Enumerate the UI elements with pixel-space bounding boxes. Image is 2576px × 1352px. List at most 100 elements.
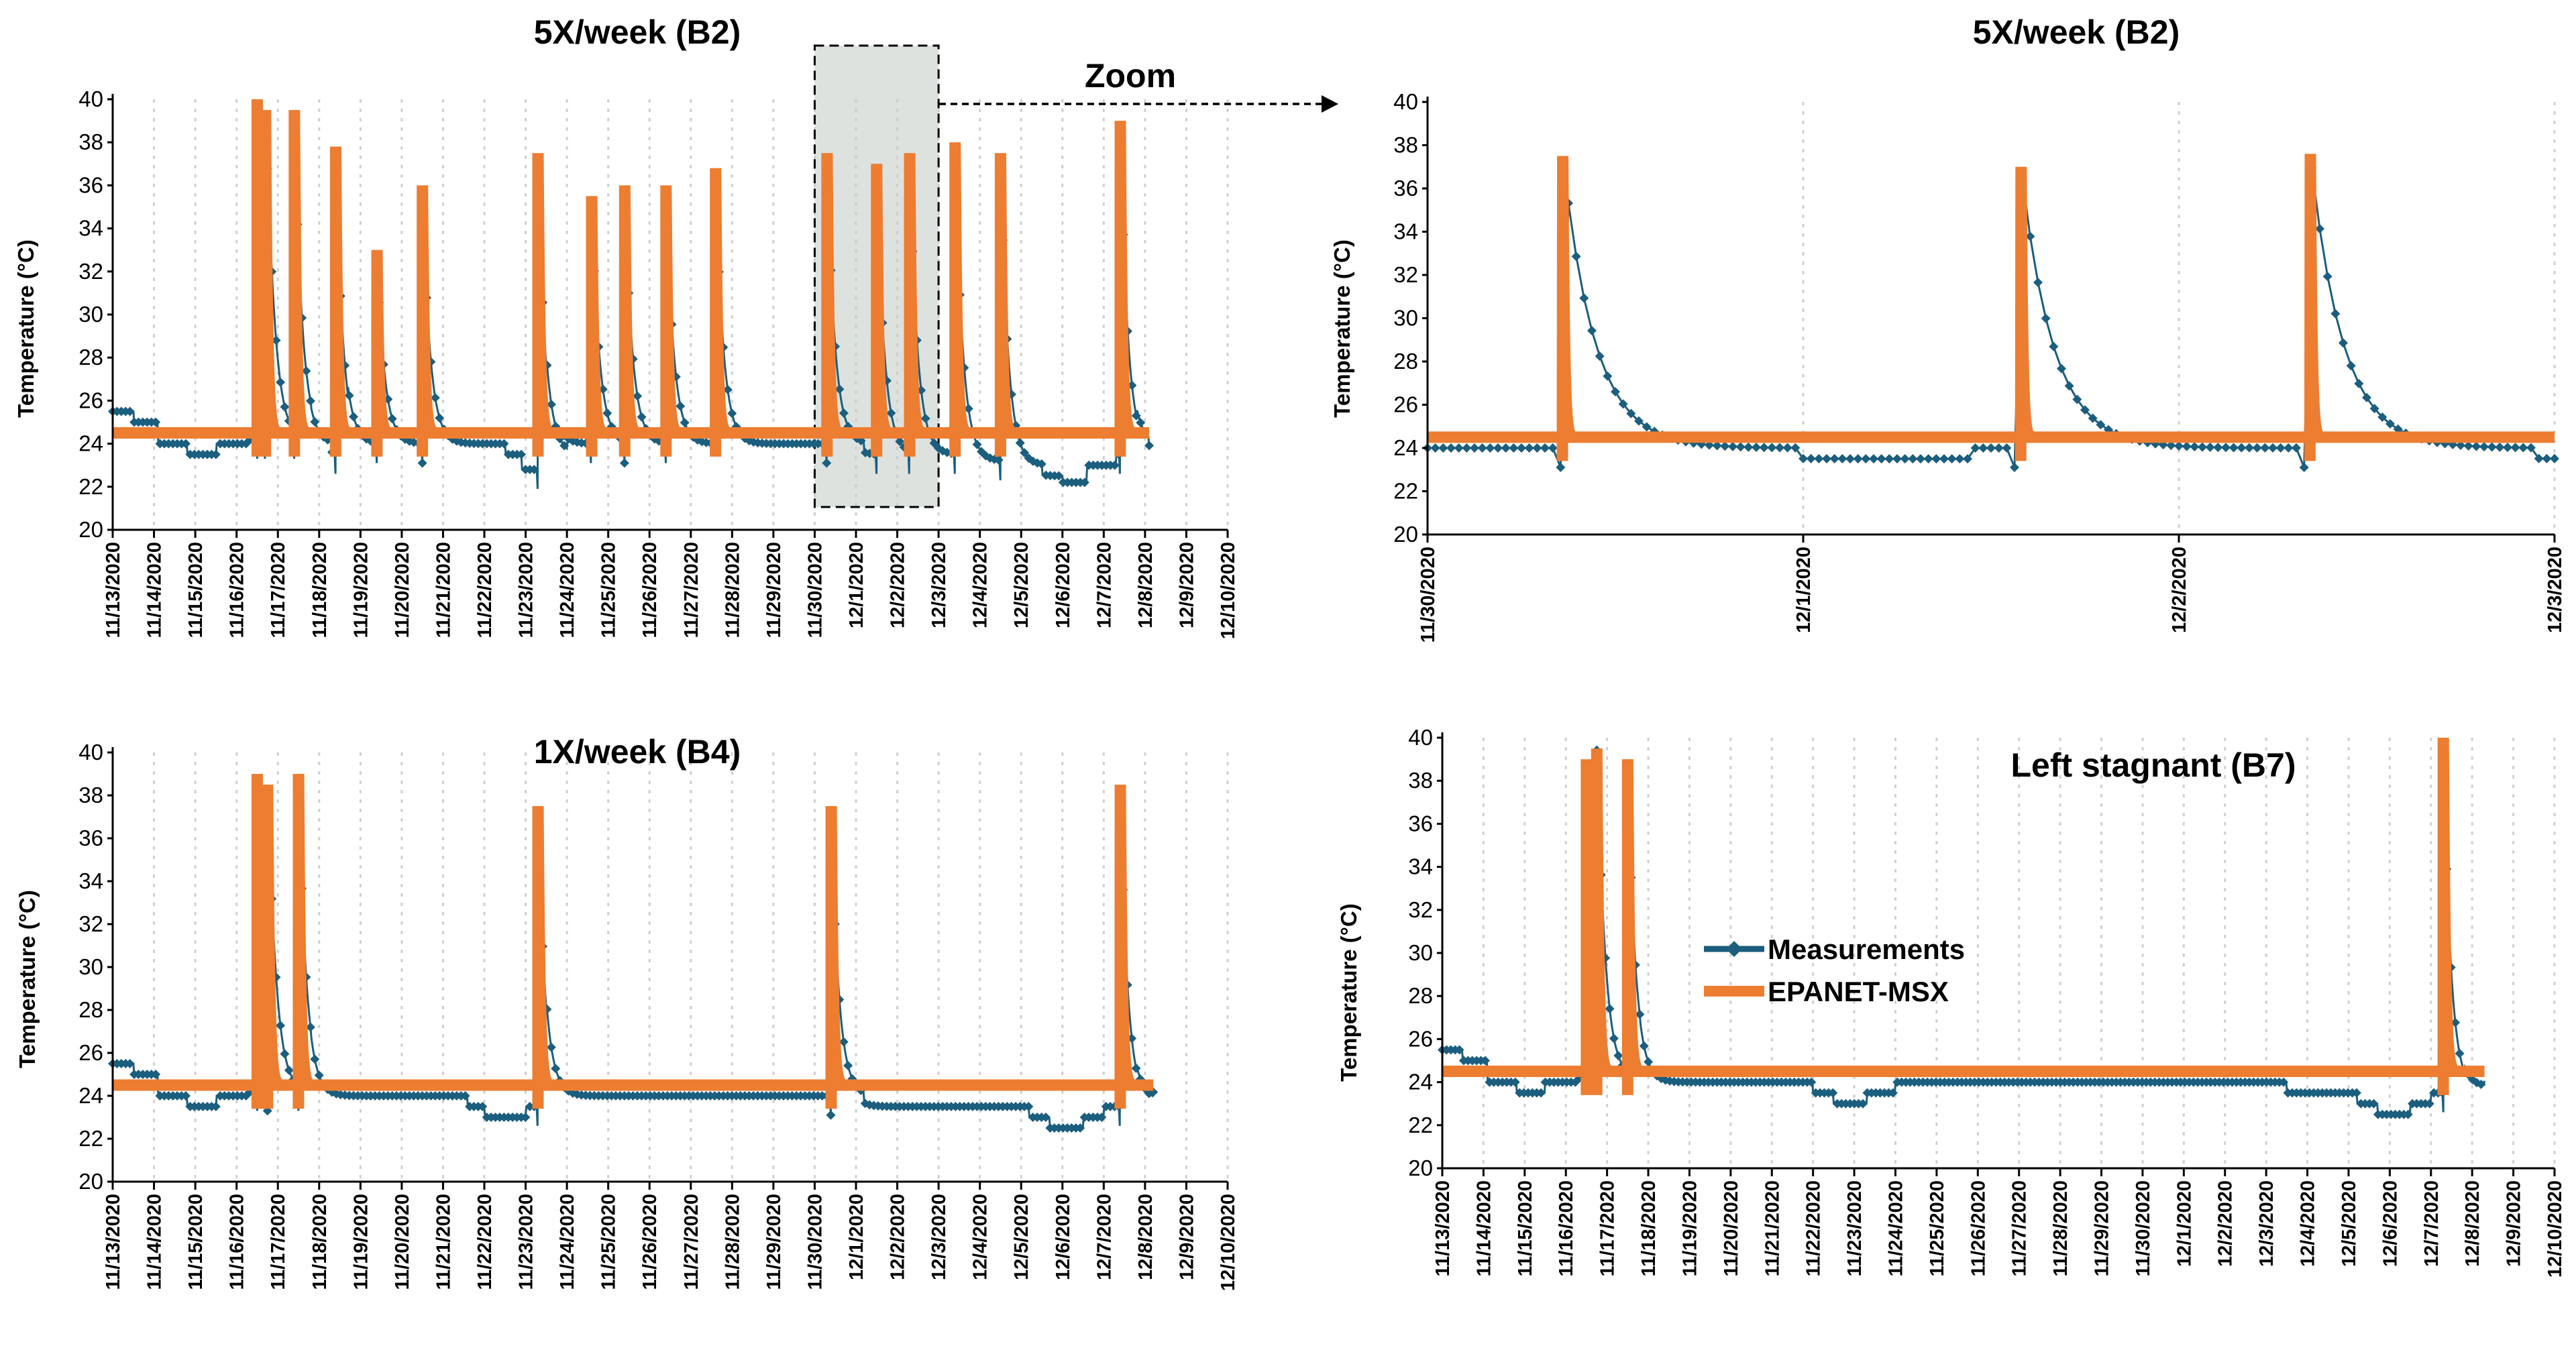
measurement-point (1752, 442, 1761, 452)
y-tick-label: 22 (78, 474, 103, 499)
measurement-point (2190, 442, 2200, 452)
x-tick-label: 11/21/2020 (433, 1194, 454, 1290)
x-tick-label: 12/7/2020 (2421, 1180, 2443, 1267)
measurement-point (1075, 1123, 1085, 1133)
measurement-point (1900, 454, 1910, 464)
x-tick-label: 12/2/2020 (888, 1194, 909, 1280)
y-tick-label: 20 (78, 517, 103, 542)
measurement-point (2369, 1098, 2379, 1109)
x-tick-label: 12/7/2020 (1093, 542, 1115, 628)
measurement-point (478, 1102, 488, 1111)
measurement-point (1970, 443, 1980, 453)
measurement-point (886, 408, 896, 418)
measurement-point (1571, 251, 1581, 262)
measurement-point (1634, 416, 1644, 426)
measurement-point (305, 1022, 315, 1032)
measurement-point (2424, 1098, 2434, 1109)
measurement-point (2451, 1017, 2461, 1027)
y-tick-label: 32 (1408, 897, 1433, 922)
y-tick-label: 22 (1408, 1113, 1433, 1137)
x-tick-label: 11/13/2020 (1432, 1180, 1454, 1277)
y-tick-label: 20 (1408, 1156, 1433, 1180)
chart-panel-b2-zoom: 20 22 24 26 28 30 32 34 36 38 40 11/30/2020 12/1/202… (1330, 13, 2566, 643)
measurement-point (619, 458, 629, 468)
x-tick-label: 12/9/2020 (2504, 1180, 2525, 1267)
measurement-point (125, 1059, 135, 1068)
y-axis-label: Temperature (°C) (1330, 239, 1354, 418)
x-tick-label: 12/4/2020 (2298, 1180, 2319, 1267)
y-tick-label: 26 (78, 1040, 103, 1065)
x-tick-label: 11/22/2020 (1803, 1180, 1825, 1277)
x-tick-label: 12/6/2020 (2379, 1180, 2401, 1267)
measurement-point (637, 412, 647, 422)
measurement-point (546, 1042, 556, 1052)
x-tick-label: 12/7/2020 (1093, 1194, 1115, 1280)
x-tick-label: 11/23/2020 (1844, 1180, 1866, 1277)
measurement-point (2362, 392, 2371, 402)
measurement-point (2229, 443, 2239, 453)
y-tick-label: 24 (1408, 1070, 1433, 1094)
measurement-point (1947, 454, 1957, 464)
measurement-point (125, 406, 135, 416)
x-tick-label: 11/16/2020 (227, 542, 248, 638)
measurement-point (2369, 404, 2379, 414)
measurement-point (344, 390, 354, 400)
legend-item-measurements: Measurements (1704, 934, 1965, 965)
epanet-msx-line (113, 99, 1149, 457)
measurement-point (2237, 443, 2247, 453)
x-tick-label: 11/27/2020 (681, 542, 702, 638)
measurement-point (1131, 1063, 1141, 1073)
measurement-point (1644, 1057, 1654, 1067)
measurement-point (1595, 351, 1605, 361)
x-tick-label: 11/20/2020 (1721, 1180, 1742, 1277)
epanet-msx-line (1428, 154, 2555, 461)
measurement-point (1470, 443, 1479, 453)
measurement-point (1587, 326, 1597, 336)
measurement-point (2182, 441, 2192, 451)
measurement-point (1524, 443, 1534, 453)
measurement-point (1054, 471, 1064, 481)
measurement-point (2339, 338, 2348, 348)
x-tick-label: 11/25/2020 (1927, 1180, 1948, 1277)
legend-label-measurements: Measurements (1768, 934, 1965, 965)
measurement-point (1888, 1088, 1898, 1098)
measurement-point (2213, 443, 2223, 453)
measurement-point (2377, 412, 2387, 422)
measurement-point (1790, 443, 1801, 453)
measurements-series (108, 799, 1159, 1133)
x-tick-label: 11/17/2020 (268, 1194, 289, 1290)
measurement-point (835, 384, 845, 394)
x-tick-label: 11/29/2020 (763, 542, 785, 638)
y-tick-label: 34 (1408, 854, 1433, 879)
x-tick-label: 11/30/2020 (804, 542, 826, 638)
measurement-point (180, 1091, 191, 1101)
y-tick-label: 36 (1393, 176, 1418, 201)
measurement-point (1931, 454, 1941, 464)
x-tick-label: 11/25/2020 (598, 542, 620, 638)
measurement-point (1814, 453, 1824, 463)
measurement-point (2346, 361, 2356, 371)
x-tick-label: 12/1/2020 (846, 1194, 867, 1280)
measurement-point (2275, 443, 2286, 453)
measurement-point (2315, 224, 2324, 234)
measurement-point (435, 413, 445, 423)
y-tick-label: 36 (78, 826, 103, 850)
y-tick-label: 26 (1408, 1026, 1433, 1051)
measurement-point (1097, 1113, 1107, 1122)
measurement-point (1720, 441, 1730, 451)
measurement-point (2463, 441, 2473, 451)
measurement-point (276, 378, 286, 388)
measurement-point (1635, 1009, 1645, 1019)
zoom-arrow-head (1322, 95, 1338, 113)
axes: 20 22 24 26 28 30 32 34 36 38 40 11/13/2020 11/14/20… (78, 740, 1239, 1291)
y-tick-label: 20 (78, 1169, 103, 1194)
measurement-point (1438, 443, 1448, 453)
measurement-point (1024, 1102, 1034, 1111)
y-axis-label: Temperature (°C) (13, 239, 38, 418)
measurement-point (430, 393, 440, 403)
x-tick-label: 12/5/2020 (2339, 1180, 2360, 1267)
measurement-point (180, 439, 191, 449)
y-tick-label: 26 (1393, 392, 1418, 417)
x-tick-label: 11/26/2020 (1968, 1180, 1989, 1277)
measurement-point (211, 449, 221, 459)
